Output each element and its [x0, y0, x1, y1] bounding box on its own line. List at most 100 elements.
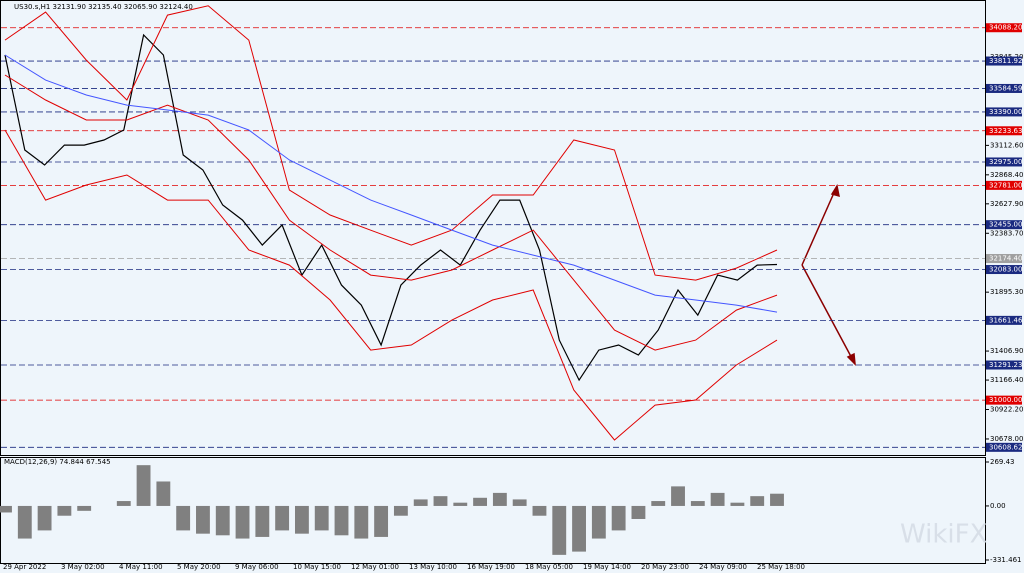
macd-bar — [215, 505, 230, 536]
main-frame — [0, 0, 986, 456]
y-tick-label: 0.00 — [990, 502, 1006, 510]
x-tick-label: 12 May 01:00 — [351, 563, 399, 571]
level-box — [986, 395, 1022, 405]
macd-bar — [0, 505, 12, 513]
macd-bar — [453, 502, 468, 506]
macd-bar — [730, 502, 745, 506]
level-label: 32174.40 — [989, 255, 1022, 263]
level-box — [986, 254, 1022, 264]
series-line — [4, 33, 778, 382]
y-tick-label: 31895.30 — [990, 288, 1023, 296]
macd-bar — [235, 505, 250, 539]
macd-bar — [552, 505, 567, 555]
y-tick-label: 30678.00 — [990, 435, 1023, 443]
macd-bar — [354, 505, 369, 539]
macd-bar — [770, 493, 784, 506]
x-tick-label: 4 May 11:00 — [119, 563, 163, 571]
x-tick-label: 20 May 23:00 — [641, 563, 689, 571]
macd-title: MACD(12,26,9) 74.844 67.545 — [4, 458, 111, 466]
macd-bar — [413, 499, 428, 506]
macd-bar — [156, 481, 171, 506]
y-tick-label: 32627.90 — [990, 200, 1023, 208]
level-box — [986, 126, 1022, 136]
series-line — [4, 74, 778, 351]
level-label: 31291.23 — [989, 361, 1022, 369]
macd-bar — [433, 496, 448, 506]
level-box — [986, 83, 1022, 93]
macd-bar — [532, 505, 547, 516]
macd-bar — [255, 505, 270, 537]
level-label: 33811.92 — [989, 57, 1022, 65]
y-tick-label: 32868.40 — [990, 171, 1023, 179]
macd-bar — [334, 505, 349, 536]
y-tick-label: 31406.90 — [990, 347, 1023, 355]
macd-bar — [710, 492, 725, 506]
macd-bar — [57, 505, 72, 516]
level-label: 33584.59 — [989, 84, 1022, 92]
level-box — [986, 23, 1022, 33]
arrows — [801, 184, 856, 367]
watermark: WikiFX — [900, 520, 987, 550]
x-tick-label: 19 May 14:00 — [583, 563, 631, 571]
macd-bar — [275, 505, 290, 531]
macd-bar — [116, 501, 131, 506]
x-tick-label: 24 May 09:00 — [699, 563, 747, 571]
x-tick-label: 13 May 10:00 — [409, 563, 457, 571]
series-line — [4, 54, 778, 313]
macd-bar — [17, 505, 32, 539]
level-box — [986, 360, 1022, 370]
level-label: 32455.00 — [989, 221, 1022, 229]
x-tick-label: 9 May 06:00 — [235, 563, 279, 571]
macd-bar — [591, 505, 606, 539]
level-box — [986, 220, 1022, 230]
x-tick-label: 29 Apr 2022 — [3, 563, 46, 571]
macd-bar — [611, 505, 626, 531]
arrow-head — [846, 352, 856, 367]
level-box — [986, 56, 1022, 66]
series-line — [4, 129, 778, 441]
macd-bar — [77, 505, 92, 511]
x-tick-label: 16 May 19:00 — [467, 563, 515, 571]
arrow-up — [801, 185, 838, 266]
level-box — [986, 265, 1022, 275]
x-tick-label: 10 May 15:00 — [293, 563, 341, 571]
level-box — [986, 157, 1022, 167]
macd-bar — [671, 486, 685, 506]
macd-bar — [37, 505, 52, 531]
macd-bar — [393, 505, 408, 516]
x-tick-label: 3 May 02:00 — [61, 563, 105, 571]
macd-bar — [294, 505, 309, 534]
x-tick-label: 25 May 18:00 — [757, 563, 805, 571]
macd-bar — [492, 492, 507, 506]
chart-title: US30.s,H1 32131.90 32135.40 32065.90 321… — [14, 3, 193, 11]
level-label: 32975.00 — [989, 158, 1022, 166]
macd-bar — [631, 505, 646, 519]
level-label: 33233.63 — [989, 127, 1022, 135]
x-tick-label: 18 May 05:00 — [525, 563, 573, 571]
macd-bar — [473, 497, 488, 506]
macd-bar — [690, 501, 705, 506]
level-box — [986, 180, 1022, 190]
macd-bar — [750, 496, 765, 506]
macd-bar — [572, 505, 586, 552]
series-line — [4, 5, 778, 281]
macd-bar — [314, 505, 329, 531]
macd-bar — [176, 505, 191, 531]
macd-bar — [512, 499, 527, 506]
level-label: 31661.46 — [989, 316, 1023, 324]
y-tick-label: 31166.40 — [990, 376, 1023, 384]
y-tick-label: 269.43 — [990, 458, 1015, 466]
level-box — [986, 315, 1022, 325]
x-tick-label: 5 May 20:00 — [177, 563, 221, 571]
y-tick-label: 30922.20 — [990, 406, 1023, 414]
level-label: 33390.00 — [989, 108, 1022, 116]
arrow-head — [830, 184, 840, 198]
macd-bar — [651, 501, 666, 506]
y-tick-label: -331.461 — [990, 556, 1021, 564]
arrow-down — [801, 264, 856, 365]
level-box — [986, 107, 1022, 117]
y-tick-label: 32383.70 — [990, 229, 1023, 237]
macd-bar — [136, 465, 151, 506]
